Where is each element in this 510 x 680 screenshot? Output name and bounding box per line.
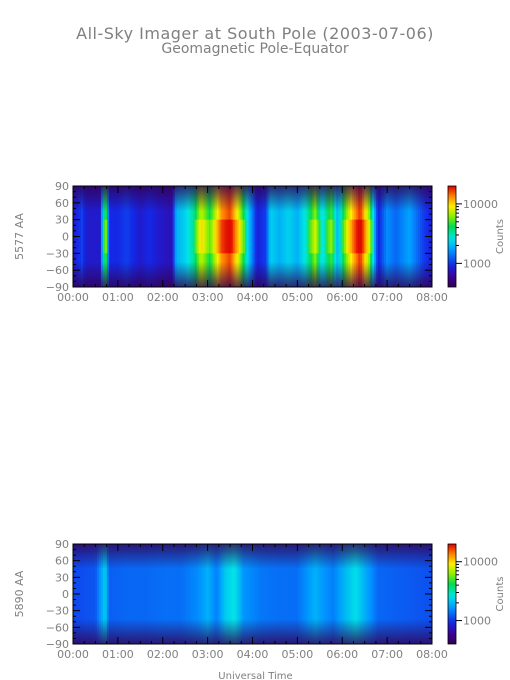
colorbar-label: Counts [495,219,506,254]
chart-subtitle: Geomagnetic Pole-Equator [161,41,349,57]
y-tick-label: −60 [46,264,69,277]
heatmap-panel-2: 00:00 01:00 02:00 03:00 04:00 05:00 06:00 07:00… [13,538,506,680]
y-tick-label: −30 [46,605,69,618]
colorbar-tick-label: 1000 [463,615,491,628]
colorbar-tick-label: 10000 [463,556,498,569]
y-tick-label: 0 [62,588,69,601]
x-tick-label: 02:00 [147,648,179,661]
x-tick-label: 03:00 [192,291,224,304]
x-tick-label: 00:00 [57,648,89,661]
y-tick-label: 30 [55,214,69,227]
y-tick-label: 60 [55,197,69,210]
y-tick-label: −90 [46,638,69,651]
colorbar-frame [447,185,457,288]
y-tick-label: 0 [62,231,69,244]
x-tick-label: 07:00 [371,648,403,661]
x-axis-label: Universal Time [218,671,292,680]
y-tick-label: 30 [55,571,69,584]
colorbar [448,544,456,644]
y-tick-label: 90 [55,180,69,193]
colorbar-frame [447,543,457,645]
y-tick-label: −90 [46,281,69,294]
colorbar-tick-label: 10000 [463,198,498,211]
x-tick-label: 05:00 [282,648,314,661]
x-tick-label: 06:00 [326,648,358,661]
colorbar-label: Counts [495,577,506,612]
heatmap-panel-1: 00:00 01:00 02:00 03:00 04:00 05:00 06:00 07:00… [13,180,506,304]
x-tick-label: 06:00 [326,291,358,304]
y-axis-label: 5577 AA [13,213,26,260]
x-tick-label: 04:00 [237,648,269,661]
heatmap-edge-shade [73,544,432,644]
x-tick-label: 05:00 [282,291,314,304]
x-tick-label: 08:00 [416,648,448,661]
chart-title: All-Sky Imager at South Pole (2003-07-06… [76,24,434,43]
y-tick-label: 60 [55,555,69,568]
x-tick-label: 01:00 [102,291,134,304]
x-tick-label: 00:00 [57,291,89,304]
y-tick-label: −60 [46,621,69,634]
colorbar-tick-label: 1000 [463,257,491,270]
colorbar [448,186,456,287]
x-tick-label: 08:00 [416,291,448,304]
x-tick-label: 04:00 [237,291,269,304]
x-tick-label: 01:00 [102,648,134,661]
x-tick-label: 07:00 [371,291,403,304]
y-tick-label: 90 [55,538,69,551]
x-tick-label: 03:00 [192,648,224,661]
x-tick-label: 02:00 [147,291,179,304]
chart-title-block: All-Sky Imager at South Pole (2003-07-06… [0,26,510,57]
heatmap-edge-shade [73,186,432,287]
y-axis-label: 5890 AA [13,570,26,617]
y-tick-label: −30 [46,247,69,260]
